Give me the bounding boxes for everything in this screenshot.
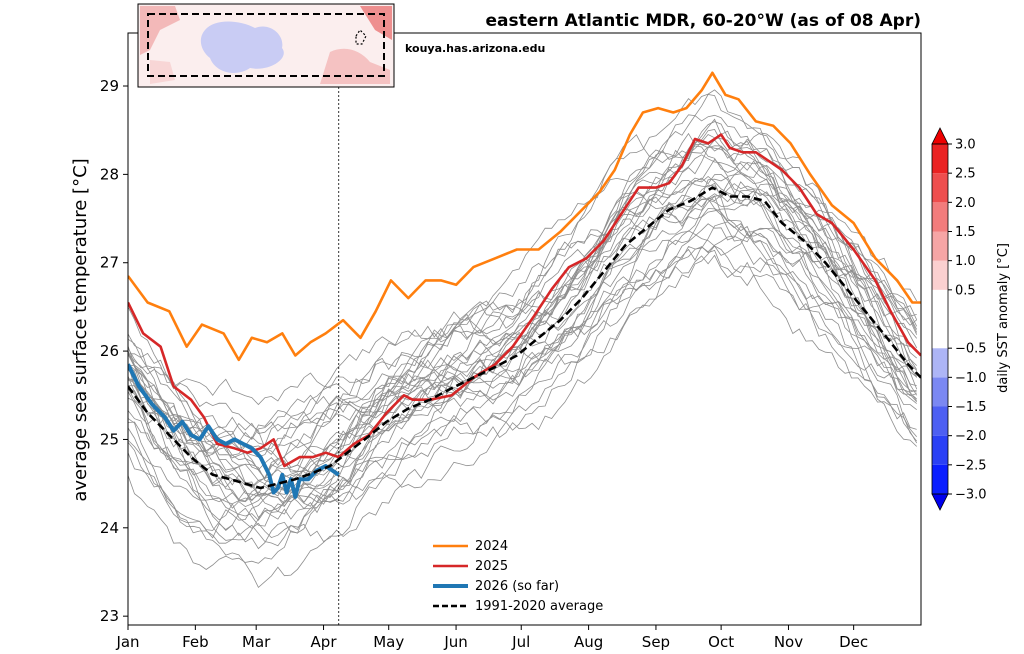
historical-year-line [128,165,918,470]
y-axis: 23 24 25 26 27 28 29 [100,77,128,625]
y-tick-label: 29 [100,77,119,95]
historical-year-line [128,118,917,521]
region-box [147,13,385,77]
historical-year-line [128,230,917,570]
x-tick-label: Jun [443,633,467,651]
historical-year-line [128,132,918,521]
region-inset-map [137,3,395,88]
legend-label-2026: 2026 (so far) [475,579,559,594]
colorbar-tick-label: 1.0 [955,254,976,269]
historical-year-line [128,198,917,488]
colorbar-bin [932,464,948,494]
colorbar-tick-label: −2.5 [955,458,987,473]
historical-year-line [128,121,918,507]
y-tick-label: 23 [100,607,119,625]
series-line-1991-2020-average [128,186,921,490]
historical-year-line [128,146,917,547]
colorbar-label: daily SST anomaly [°C] [996,243,1011,393]
colorbar-bin [932,231,948,261]
historical-year-line [128,89,918,489]
plot-frame [127,32,922,626]
historical-year-line [128,138,917,453]
y-axis-label: average sea surface temperature [°C] [70,158,91,501]
chart-title: eastern Atlantic MDR, 60-20°W (as of 08 … [486,11,922,31]
historical-years-lines [128,89,918,589]
legend-label-average: 1991-2020 average [475,599,603,614]
series-line-2026-so-far [128,363,340,499]
historical-year-line [128,173,917,454]
y-tick-label: 26 [100,342,119,360]
y-tick-label: 27 [100,254,119,272]
colorbar-bin [932,406,948,436]
colorbar-bin [932,377,948,407]
historical-year-line [128,208,918,531]
x-tick-label: May [373,633,404,651]
x-tick-label: Mar [242,633,271,651]
historical-year-line [128,223,918,520]
x-tick-label: Nov [774,633,803,651]
colorbar-tick-label: 0.5 [955,283,976,298]
colorbar-tick-label: 1.5 [955,225,976,240]
colorbar-extend-max [931,127,949,145]
colorbar-tick-label: −0.5 [955,342,987,357]
y-tick-label: 25 [100,430,119,448]
x-tick-label: Jul [511,633,530,651]
colorbar-tick-label: −3.0 [955,488,987,503]
historical-year-line [128,189,917,507]
legend: 2024 2025 2026 (so far) 1991-2020 averag… [433,539,603,614]
y-tick-label: 28 [100,165,119,183]
colorbar-bin [932,260,948,290]
colorbar-tick-label: −1.5 [955,400,987,415]
historical-year-line [128,184,917,443]
source-credit: kouya.has.arizona.edu [405,42,545,55]
colorbar-tick-label: 2.0 [955,196,976,211]
x-axis: Jan Feb Mar Apr May Jun Jul Aug Sep Oct Nov Dec [115,625,868,651]
legend-label-2025: 2025 [475,559,508,574]
legend-label-2024: 2024 [475,539,508,554]
colorbar-tick-label: −1.0 [955,371,987,386]
x-tick-label: Jan [115,633,139,651]
colorbar-bin [932,173,948,203]
historical-year-line [128,254,918,504]
colorbar-tick-label: −2.0 [955,429,987,444]
x-tick-label: Dec [839,633,868,651]
historical-year-line [128,154,918,458]
colorbar: 3.0 2.5 2.0 1.5 1.0 0.5 −0.5 −1.0 −1.5 −2.0 −2.5 −3… [931,127,987,511]
colorbar-tick-label: 2.5 [955,167,976,182]
x-tick-label: Feb [182,633,209,651]
colorbar-tick-label: 3.0 [955,138,976,153]
y-tick-label: 24 [100,519,119,537]
x-tick-label: Aug [574,633,603,651]
colorbar-extend-min [931,493,949,511]
highlight-series-lines [128,71,921,499]
historical-year-line [128,175,917,471]
colorbar-bin [932,348,948,378]
colorbar-bin [932,289,948,349]
x-tick-label: Apr [311,633,338,651]
colorbar-frame [931,143,949,495]
historical-year-line [128,232,917,497]
historical-year-line [128,227,917,543]
historical-year-line [128,176,918,589]
x-tick-label: Sep [642,633,670,651]
historical-year-line [128,133,918,440]
colorbar-bin [932,202,948,232]
colorbar-bin [932,435,948,465]
historical-year-line [128,195,918,439]
historical-year-line [128,94,918,479]
colorbar-bin [932,144,948,174]
historical-year-line [128,246,917,539]
x-tick-label: Oct [708,633,734,651]
historical-year-line [128,180,918,406]
historical-year-line [128,145,918,459]
series-line-2024 [128,71,921,362]
